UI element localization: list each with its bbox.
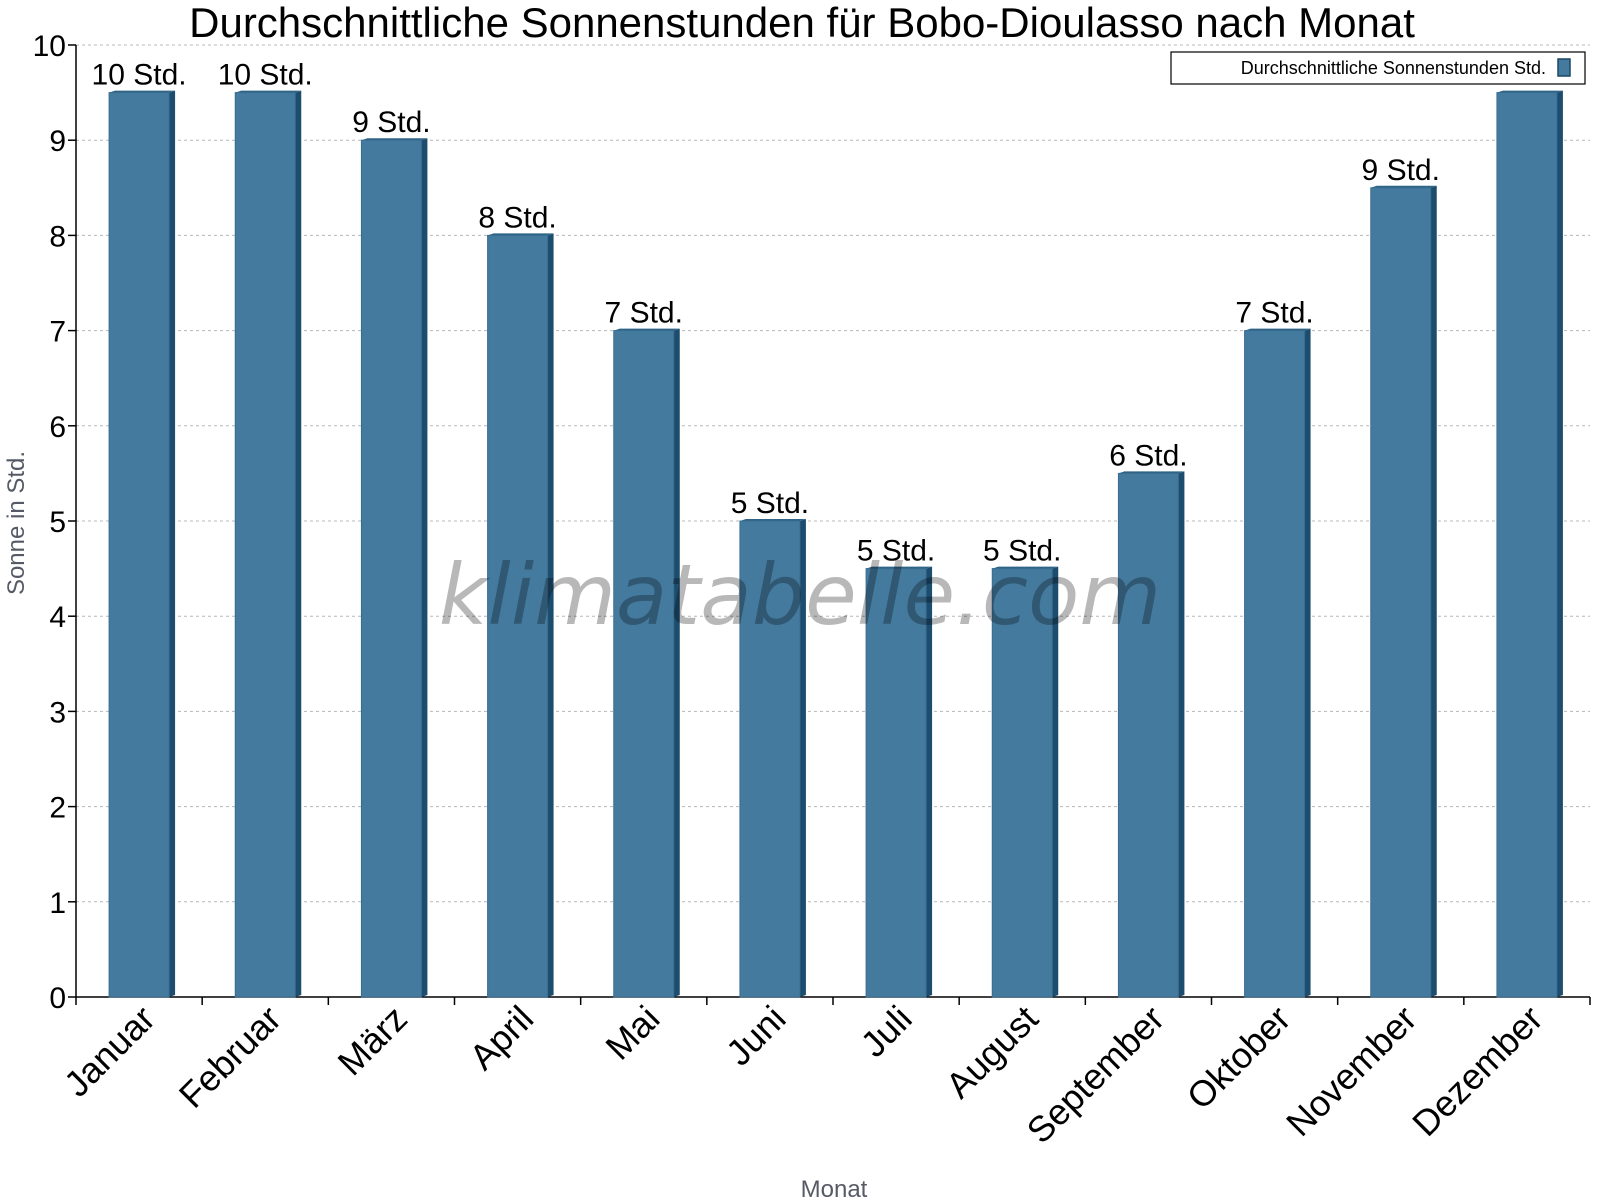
bar-4	[487, 233, 554, 998]
data-label: 5 Std.	[983, 535, 1061, 568]
data-label: 6 Std.	[1109, 439, 1187, 472]
data-label: 9 Std.	[352, 106, 430, 139]
y-tick-label: 2	[49, 792, 66, 825]
x-tick-labels: Januar Februar März April Mai Juni Juli AugustS…	[56, 998, 1551, 1152]
bar-1	[108, 90, 176, 998]
bar-side	[547, 233, 554, 997]
x-tick-label: Dezember	[1404, 998, 1550, 1144]
x-tick-label: Januar	[56, 998, 163, 1105]
data-label: 7 Std.	[605, 297, 683, 330]
bar-9	[1117, 471, 1185, 998]
axes	[68, 44, 1591, 1005]
bar-front	[991, 568, 1053, 998]
bar-side	[799, 519, 806, 997]
bar-front	[487, 234, 549, 998]
data-label: 8 Std.	[478, 201, 556, 234]
bar-top	[866, 566, 933, 569]
bar-side	[1178, 471, 1185, 997]
legend-swatch	[1557, 58, 1571, 77]
y-tick-label: 10	[33, 30, 66, 63]
y-tick-label: 9	[49, 125, 66, 158]
chart-title: Durchschnittliche Sonnenstunden für Bobo…	[189, 0, 1415, 46]
x-tick-label: September	[1019, 998, 1173, 1152]
y-axis-title: Sonne in Std.	[3, 451, 30, 595]
bar-side	[169, 90, 176, 998]
y-tick-label: 6	[49, 411, 66, 444]
data-label: 9 Std.	[1362, 154, 1440, 187]
bar-6	[739, 519, 806, 998]
legend-label: Durchschnittliche Sonnenstunden Std.	[1241, 58, 1546, 78]
bar-front	[1117, 472, 1179, 998]
bar-side	[673, 328, 680, 998]
bar-side	[1430, 185, 1437, 998]
x-axis-title: Monat	[801, 1176, 868, 1200]
bar-front	[865, 568, 927, 998]
y-tick-label: 1	[49, 887, 66, 920]
bar-front	[108, 92, 170, 998]
y-tick-label: 5	[49, 506, 66, 539]
bar-side	[1556, 90, 1563, 998]
legend-box	[1170, 51, 1586, 85]
x-tick-label: März	[330, 998, 416, 1084]
bar-front	[1370, 187, 1432, 998]
data-label: 5 Std.	[857, 535, 935, 568]
bar-front	[613, 330, 675, 998]
bar-front	[1496, 92, 1558, 998]
bar-side	[295, 90, 302, 998]
x-tick-label: Oktober	[1179, 998, 1299, 1118]
x-tick-label: Juli	[853, 998, 920, 1065]
x-tick-label: Juni	[718, 998, 794, 1074]
bar-12	[1496, 90, 1563, 998]
legend: Durchschnittliche Sonnenstunden Std.	[1170, 51, 1586, 85]
y-tick-label: 4	[49, 601, 66, 634]
bar-top	[613, 328, 680, 331]
y-tick-label: 3	[49, 696, 66, 729]
watermark-text: klimatabelle.com	[439, 546, 1162, 644]
bar-front	[234, 92, 296, 998]
y-tick-label: 0	[49, 982, 66, 1015]
y-tick-labels: 0 1 2 3 4 5 6 7 8 9 10	[33, 30, 66, 1015]
data-label: 7 Std.	[1235, 297, 1313, 330]
bar-top	[992, 566, 1059, 569]
x-tick-label: August	[938, 998, 1046, 1106]
bar-2	[234, 90, 302, 998]
data-labels: 10 Std. 10 Std. 9 Std. 8 Std. 7 Std. 5 Std. 5 …	[92, 59, 1440, 568]
y-tick-label: 7	[49, 316, 66, 349]
bar-top	[1370, 185, 1437, 188]
bar-8	[991, 566, 1059, 998]
bars	[108, 90, 1563, 998]
bar-5	[613, 328, 680, 998]
bar-10	[1244, 328, 1311, 998]
bar-side	[926, 566, 933, 997]
bar-front	[1244, 330, 1306, 998]
x-tick-label: Mai	[597, 998, 667, 1068]
data-label: 10 Std.	[218, 59, 313, 92]
bar-side	[1052, 566, 1059, 997]
bar-7	[865, 566, 933, 998]
bar-top	[1244, 328, 1311, 331]
bar-11	[1370, 185, 1437, 998]
bar-side	[421, 138, 428, 997]
x-tick-label: April	[461, 998, 541, 1078]
x-tick-label: Februar	[171, 998, 289, 1116]
x-tick-label: November	[1278, 998, 1424, 1144]
data-label: 10 Std.	[92, 59, 187, 92]
bar-side	[1304, 328, 1311, 998]
gridlines	[76, 44, 1590, 903]
bar-front	[360, 139, 422, 998]
bar-front	[739, 520, 801, 998]
y-tick-label: 8	[49, 220, 66, 253]
bar-3	[360, 138, 428, 998]
data-label: 5 Std.	[731, 487, 809, 520]
